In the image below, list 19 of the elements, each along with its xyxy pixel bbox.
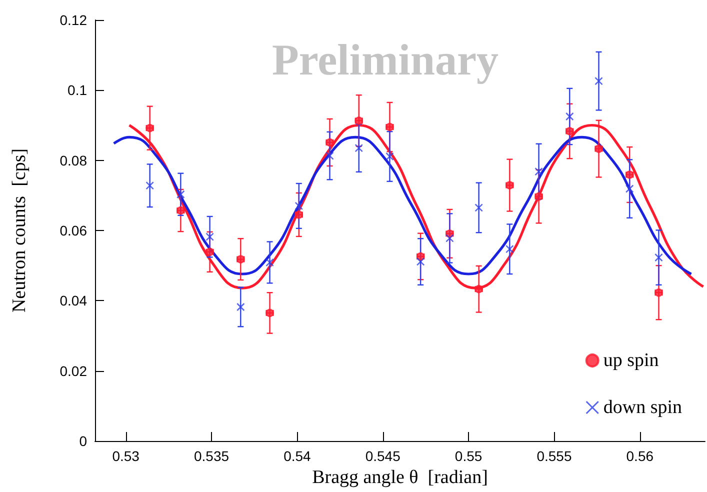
x-tick-label: 0.54 bbox=[284, 448, 312, 464]
y-tick-label: 0.06 bbox=[60, 222, 88, 238]
x-tick-label: 0.555 bbox=[536, 448, 572, 464]
y-tick-label: 0.04 bbox=[60, 292, 88, 309]
x-tick-label: 0.535 bbox=[194, 448, 230, 464]
y-tick-label: 0.08 bbox=[60, 152, 88, 168]
legend-label: up spin bbox=[603, 350, 660, 371]
x-axis-title: Bragg angle θ [radian] bbox=[312, 467, 488, 488]
legend-label: down spin bbox=[603, 397, 682, 418]
y-tick-label: 0.1 bbox=[68, 82, 88, 98]
x-tick-label: 0.55 bbox=[454, 448, 482, 464]
y-axis-title: Neutron counts [cps] bbox=[9, 148, 30, 313]
y-tick-label: 0.12 bbox=[60, 12, 88, 28]
annotation: Preliminary bbox=[272, 36, 498, 84]
x-tick-label: 0.545 bbox=[365, 448, 401, 464]
y-tick-label: 0.02 bbox=[60, 362, 88, 379]
y-tick-label: 0 bbox=[79, 433, 88, 449]
x-tick-label: 0.53 bbox=[112, 448, 140, 464]
x-tick-label: 0.56 bbox=[626, 448, 654, 464]
